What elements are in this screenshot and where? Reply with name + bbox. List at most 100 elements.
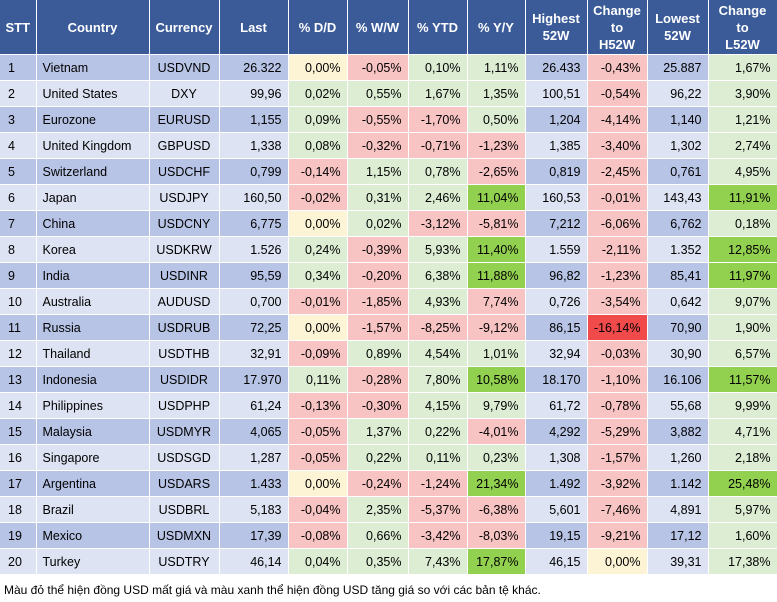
cell-dd: -0,09% xyxy=(288,340,348,367)
cell-last: 99,96 xyxy=(219,80,289,107)
cell-country: Argentina xyxy=(36,470,150,497)
cell-lowest-52w: 85,41 xyxy=(647,262,709,289)
cell-currency: USDCHF xyxy=(149,158,220,185)
cell-currency: USDKRW xyxy=(149,236,220,263)
cell-ytd: 0,22% xyxy=(408,418,468,445)
header-stt: STT xyxy=(0,0,37,55)
header-country-label: Country xyxy=(67,19,118,35)
table-row: 11 Russia USDRUB 72,25 0,00% -1,57% -8,25% -9,1… xyxy=(0,314,777,341)
cell-stt: 5 xyxy=(0,158,37,185)
cell-dd: 0,34% xyxy=(288,262,348,289)
header-stt-label: STT xyxy=(5,19,31,35)
cell-last: 6,775 xyxy=(219,210,289,237)
table-row: 10 Australia AUDUSD 0,700 -0,01% -1,85% 4,93% 7… xyxy=(0,288,777,315)
cell-ww: -0,30% xyxy=(347,392,409,419)
cell-yy: 9,79% xyxy=(467,392,526,419)
header-highest-line2: 52W xyxy=(542,28,570,43)
table-header: STT Country Currency Last % D/D % W/W % … xyxy=(0,0,777,55)
cell-ytd: -1,70% xyxy=(408,106,468,133)
cell-change-to-h52w: 0,00% xyxy=(587,548,648,575)
cell-change-to-l52w: 12,85% xyxy=(708,236,777,263)
cell-stt: 4 xyxy=(0,132,37,159)
cell-ytd: 7,43% xyxy=(408,548,468,575)
cell-change-to-l52w: 17,38% xyxy=(708,548,777,575)
cell-last: 32,91 xyxy=(219,340,289,367)
cell-currency: GBPUSD xyxy=(149,132,220,159)
cell-currency: USDTHB xyxy=(149,340,220,367)
cell-dd: 0,00% xyxy=(288,314,348,341)
cell-change-to-l52w: 2,18% xyxy=(708,444,777,471)
cell-lowest-52w: 1,302 xyxy=(647,132,709,159)
cell-lowest-52w: 70,90 xyxy=(647,314,709,341)
cell-currency: USDJPY xyxy=(149,184,220,211)
cell-change-to-h52w: -3,92% xyxy=(587,470,648,497)
cell-change-to-l52w: 5,97% xyxy=(708,496,777,523)
cell-highest-52w: 26.433 xyxy=(525,54,588,81)
cell-last: 26.322 xyxy=(219,54,289,81)
cell-last: 72,25 xyxy=(219,314,289,341)
cell-last: 95,59 xyxy=(219,262,289,289)
cell-last: 17,39 xyxy=(219,522,289,549)
cell-change-to-h52w: -6,06% xyxy=(587,210,648,237)
cell-dd: -0,08% xyxy=(288,522,348,549)
cell-lowest-52w: 1,260 xyxy=(647,444,709,471)
cell-lowest-52w: 3,882 xyxy=(647,418,709,445)
cell-country: Vietnam xyxy=(36,54,150,81)
cell-highest-52w: 18.170 xyxy=(525,366,588,393)
cell-highest-52w: 1.559 xyxy=(525,236,588,263)
header-ww: % W/W xyxy=(347,0,409,55)
cell-ww: -0,24% xyxy=(347,470,409,497)
cell-stt: 18 xyxy=(0,496,37,523)
cell-yy: -5,81% xyxy=(467,210,526,237)
cell-ww: 0,89% xyxy=(347,340,409,367)
cell-stt: 11 xyxy=(0,314,37,341)
cell-country: Eurozone xyxy=(36,106,150,133)
header-currency: Currency xyxy=(149,0,220,55)
cell-yy: 1,11% xyxy=(467,54,526,81)
cell-change-to-l52w: 1,60% xyxy=(708,522,777,549)
cell-country: Philippines xyxy=(36,392,150,419)
cell-change-to-h52w: -7,46% xyxy=(587,496,648,523)
cell-ww: -0,55% xyxy=(347,106,409,133)
cell-change-to-h52w: -4,14% xyxy=(587,106,648,133)
cell-ytd: -5,37% xyxy=(408,496,468,523)
cell-last: 1,155 xyxy=(219,106,289,133)
table-row: 13 Indonesia USDIDR 17.970 0,11% -0,28% 7,80% 1… xyxy=(0,366,777,393)
cell-change-to-l52w: 25,48% xyxy=(708,470,777,497)
cell-ww: 1,15% xyxy=(347,158,409,185)
cell-country: United States xyxy=(36,80,150,107)
cell-currency: USDPHP xyxy=(149,392,220,419)
cell-lowest-52w: 1.142 xyxy=(647,470,709,497)
header-ww-label: % W/W xyxy=(355,19,400,35)
cell-highest-52w: 4,292 xyxy=(525,418,588,445)
header-highest-52w: Highest 52W xyxy=(525,0,588,55)
cell-country: India xyxy=(36,262,150,289)
cell-stt: 2 xyxy=(0,80,37,107)
cell-last: 61,24 xyxy=(219,392,289,419)
cell-change-to-h52w: -0,03% xyxy=(587,340,648,367)
cell-ytd: 1,67% xyxy=(408,80,468,107)
header-last: Last xyxy=(219,0,289,55)
cell-country: Switzerland xyxy=(36,158,150,185)
cell-yy: 11,88% xyxy=(467,262,526,289)
cell-yy: 1,35% xyxy=(467,80,526,107)
cell-highest-52w: 1.492 xyxy=(525,470,588,497)
cell-dd: -0,05% xyxy=(288,418,348,445)
cell-stt: 14 xyxy=(0,392,37,419)
cell-lowest-52w: 25.887 xyxy=(647,54,709,81)
table-row: 14 Philippines USDPHP 61,24 -0,13% -0,30% 4,15… xyxy=(0,392,777,419)
cell-last: 0,799 xyxy=(219,158,289,185)
cell-highest-52w: 19,15 xyxy=(525,522,588,549)
cell-lowest-52w: 17,12 xyxy=(647,522,709,549)
table-body: 1 Vietnam USDVND 26.322 0,00% -0,05% 0,10% 1,11… xyxy=(0,54,777,575)
cell-change-to-l52w: 0,18% xyxy=(708,210,777,237)
cell-country: China xyxy=(36,210,150,237)
cell-lowest-52w: 0,761 xyxy=(647,158,709,185)
cell-last: 5,183 xyxy=(219,496,289,523)
cell-currency: USDTRY xyxy=(149,548,220,575)
cell-highest-52w: 0,726 xyxy=(525,288,588,315)
cell-currency: USDARS xyxy=(149,470,220,497)
cell-stt: 15 xyxy=(0,418,37,445)
cell-ww: 2,35% xyxy=(347,496,409,523)
cell-dd: 0,00% xyxy=(288,54,348,81)
